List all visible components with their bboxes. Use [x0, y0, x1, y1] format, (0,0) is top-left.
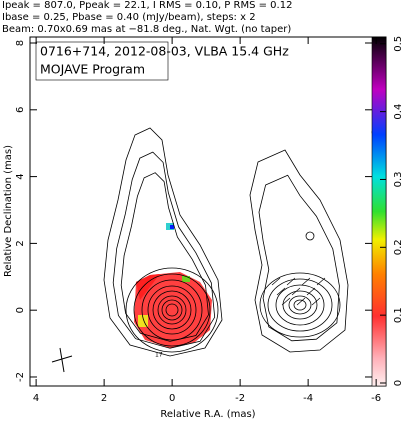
- contour: [249, 149, 349, 353]
- header-line: Beam: 0.70x0.69 mas at −81.8 deg., Nat. …: [2, 24, 291, 35]
- pol-vector: [291, 287, 301, 296]
- plot-frame: [29, 36, 387, 387]
- contours: [103, 127, 379, 357]
- header: Ipeak = 807.0, Ppeak = 22.1, I RMS = 0.1…: [2, 0, 292, 35]
- contour: [305, 231, 315, 241]
- x-tick-label: 0: [169, 393, 175, 404]
- x-tick-label: -4: [303, 393, 313, 404]
- header-line: Ipeak = 807.0, Ppeak = 22.1, I RMS = 0.1…: [2, 0, 292, 11]
- y-tick-label: 2: [15, 240, 26, 246]
- pol-vector: [271, 277, 281, 286]
- pol-vector: [296, 297, 306, 306]
- pol-intensity: [138, 315, 148, 327]
- annotation: 17: [155, 352, 163, 359]
- x-tick-label: 4: [33, 393, 39, 404]
- contour: [112, 151, 216, 349]
- x-tick-label: -2: [235, 393, 245, 404]
- map: [51, 127, 379, 373]
- contour: [133, 273, 211, 347]
- colorbar-tick-label: 0.3: [393, 172, 404, 188]
- contour: [275, 284, 325, 326]
- contour: [259, 272, 341, 338]
- y-tick-label: 4: [15, 173, 26, 179]
- contour: [267, 278, 333, 332]
- pol-intensity: [134, 272, 212, 348]
- colorbar-tick-label: 0: [393, 380, 404, 386]
- header-line: Ibase = 0.25, Pbase = 0.40 (mJy/beam), s…: [2, 12, 256, 23]
- colorbar-tick-label: 0.2: [393, 239, 404, 255]
- contour: [258, 174, 340, 342]
- contour: [120, 172, 209, 342]
- pol-intensity: [182, 276, 190, 282]
- pol-vector: [281, 297, 291, 306]
- y-tick-label: 0: [15, 307, 26, 313]
- contour: [157, 295, 187, 325]
- pol-vector: [301, 277, 311, 286]
- title-box: [35, 41, 169, 81]
- contour: [103, 127, 223, 357]
- contour: [288, 295, 312, 315]
- y-tick-label: 6: [15, 107, 26, 113]
- pol-intensity: [136, 274, 160, 300]
- pol-vector: [311, 297, 321, 306]
- colorbar-tick-label: 0.5: [393, 36, 404, 52]
- x-tick-label: -6: [371, 393, 381, 404]
- chart-subtitle: MOJAVE Program: [40, 62, 145, 77]
- pol-vector: [286, 277, 296, 286]
- y-tick-label: -2: [15, 372, 26, 382]
- y-tick-label: 8: [15, 40, 26, 46]
- pol-vector: [306, 287, 316, 296]
- y-axis-label: Relative Declination (mas): [3, 145, 14, 277]
- pol-vector: [316, 277, 326, 286]
- x-tick-label: 2: [101, 393, 107, 404]
- contour: [161, 299, 183, 321]
- chart-title: 0716+714, 2012-08-03, VLBA 15.4 GHz: [40, 44, 289, 59]
- pol-vector: [276, 287, 286, 296]
- beam: [51, 347, 73, 373]
- colorbar-tick-label: 0.4: [393, 104, 404, 120]
- contour: [293, 299, 307, 311]
- contour: [165, 303, 179, 317]
- contour: [147, 285, 197, 335]
- contour: [125, 267, 219, 353]
- contour: [152, 290, 192, 330]
- contour: [282, 290, 318, 320]
- contour: [141, 279, 203, 341]
- pol-intensity: [170, 225, 174, 229]
- x-axis-label: Relative R.A. (mas): [160, 409, 255, 420]
- colorbar-tick-label: 0.1: [393, 307, 404, 323]
- colorbar: [371, 36, 387, 387]
